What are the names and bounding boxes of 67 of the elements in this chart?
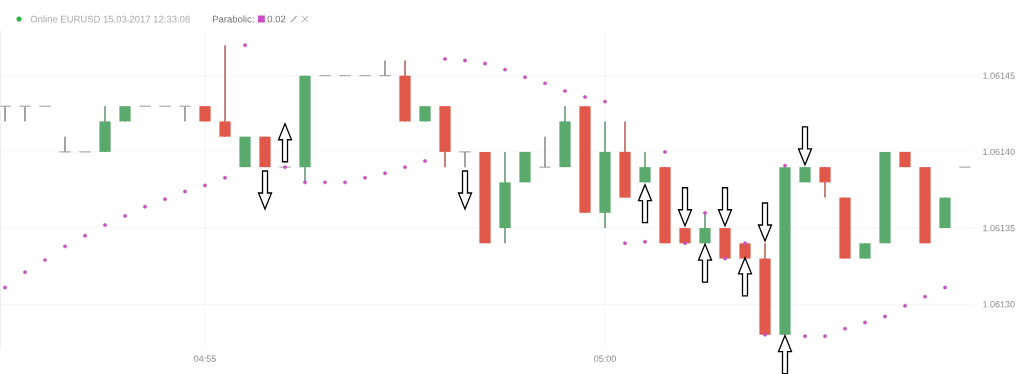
point: [123, 213, 127, 218]
point: [543, 81, 547, 86]
point: [323, 180, 327, 185]
candlestick: [378, 59, 392, 77]
x-tick-label: 05:00: [594, 355, 616, 362]
candlestick: [18, 105, 32, 123]
y-tick-label: 1.06145: [983, 72, 1015, 79]
point: [683, 241, 687, 246]
text: 0.02: [267, 15, 286, 23]
point: [43, 258, 47, 262]
point: [143, 204, 147, 209]
point: [483, 61, 487, 66]
point: [383, 171, 387, 176]
point: [663, 150, 667, 154]
candlestick: [458, 151, 472, 168]
candlestick: [178, 105, 192, 123]
candlestick: [819, 166, 831, 199]
point: [223, 175, 227, 180]
point: [883, 314, 887, 319]
point: [403, 165, 407, 170]
point: [623, 241, 627, 246]
point: [643, 239, 647, 244]
point: [863, 320, 867, 325]
point: [463, 58, 467, 63]
point: [943, 285, 947, 290]
candlestick: [58, 136, 72, 153]
point: [63, 244, 67, 249]
point: [903, 303, 907, 308]
point: [563, 89, 567, 93]
point: [283, 165, 287, 170]
candlestick: [639, 151, 651, 184]
point: [823, 334, 827, 339]
point: [443, 57, 447, 61]
point: [3, 285, 7, 290]
point: [783, 163, 787, 168]
point: [583, 95, 587, 99]
candlestick: [699, 212, 711, 244]
point: [423, 159, 427, 163]
legend-label: Parabolic:: [213, 15, 254, 23]
candlestick: [0, 105, 12, 123]
point: [243, 43, 247, 48]
point: [83, 233, 87, 238]
point: [343, 180, 347, 185]
point: [923, 294, 927, 299]
y-tick-label: 1.06140: [983, 148, 1015, 156]
point: [503, 67, 507, 72]
point: [843, 326, 847, 331]
point: [603, 99, 607, 104]
point: [743, 241, 747, 246]
point: [303, 180, 307, 185]
candlestick: [219, 44, 231, 138]
point: [803, 334, 807, 339]
x-tick-label: 04:55: [194, 355, 216, 362]
point: [523, 75, 527, 80]
point: [23, 270, 27, 275]
point: [723, 256, 727, 261]
point: [203, 183, 207, 188]
point: [103, 223, 107, 227]
point: [163, 197, 167, 202]
candlestick: [538, 136, 552, 168]
point: [763, 332, 767, 337]
point: [183, 189, 187, 194]
y-tick-label: 1.06130: [983, 301, 1015, 308]
chart-title: Online EURUSD 15.03.2017 12:33:08: [30, 15, 190, 23]
point: [363, 175, 367, 180]
point: [703, 210, 707, 215]
y-tick-label: 1.06135: [983, 224, 1015, 232]
